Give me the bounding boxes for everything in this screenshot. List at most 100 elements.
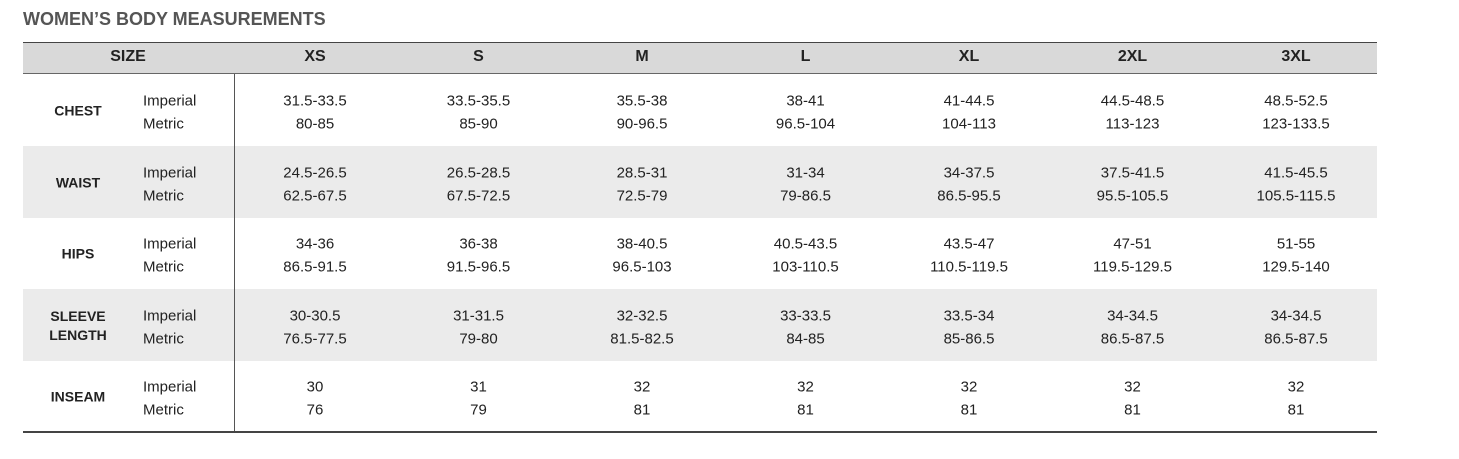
imperial-value: 33.5-35.5 (446, 92, 511, 110)
metric-value: 95.5-105.5 (1096, 187, 1169, 205)
row-band (23, 145, 1377, 218)
imperial-value: 37.5-41.5 (1100, 164, 1165, 182)
imperial-value: 32 (960, 378, 978, 396)
row-label: HIPS (61, 245, 95, 262)
metric-value: 67.5-72.5 (446, 187, 511, 205)
metric-value: 96.5-104 (775, 115, 836, 133)
imperial-value: 47-51 (1113, 235, 1152, 253)
imperial-value: 31-34 (786, 164, 825, 182)
metric-value: 123-133.5 (1262, 115, 1330, 133)
metric-value: 85-90 (459, 115, 498, 133)
bottom-rule (23, 431, 1377, 433)
imperial-value: 34-34.5 (1270, 307, 1322, 325)
row-label: CHEST (54, 102, 102, 119)
imperial-value: 32-32.5 (616, 307, 668, 325)
imperial-value: 30-30.5 (289, 307, 341, 325)
unit-label: Metric (143, 115, 184, 133)
size-label: XS (304, 48, 326, 65)
metric-value: 85-86.5 (943, 330, 995, 348)
imperial-value: 44.5-48.5 (1100, 92, 1165, 110)
metric-value: 79 (470, 401, 487, 419)
imperial-value: 31 (470, 378, 487, 396)
row-band (23, 288, 1377, 361)
row-label: WAIST (55, 174, 101, 191)
size-header: SIZE (110, 48, 146, 65)
metric-value: 81 (1124, 401, 1141, 419)
imperial-value: 32 (1287, 378, 1305, 396)
unit-label: Metric (143, 401, 184, 419)
size-label: 2XL (1117, 48, 1148, 65)
divider (234, 74, 235, 432)
metric-value: 79-80 (459, 330, 498, 348)
imperial-value: 30 (306, 378, 324, 396)
size-label: XL (958, 48, 980, 65)
header-row (23, 42, 1377, 74)
imperial-value: 33.5-34 (943, 307, 995, 325)
metric-value: 86.5-91.5 (283, 258, 347, 276)
unit-label: Metric (143, 187, 184, 205)
imperial-value: 41.5-45.5 (1264, 164, 1328, 182)
imperial-value: 32 (633, 378, 651, 396)
imperial-value: 40.5-43.5 (773, 235, 838, 253)
imperial-value: 31-31.5 (453, 307, 504, 325)
metric-value: 104-113 (942, 115, 996, 133)
metric-value: 129.5-140 (1262, 258, 1330, 276)
imperial-value: 38-41 (786, 92, 825, 110)
metric-value: 86.5-87.5 (1100, 330, 1165, 348)
unit-label: Imperial (143, 378, 197, 396)
unit-label: Imperial (143, 235, 197, 253)
imperial-value: 32 (1124, 378, 1141, 396)
size-label: 3XL (1281, 48, 1311, 65)
unit-label: Imperial (143, 92, 197, 110)
imperial-value: 24.5-26.5 (283, 164, 347, 182)
metric-value: 90-96.5 (616, 115, 668, 133)
metric-value: 84-85 (786, 330, 825, 348)
metric-value: 113-123 (1105, 115, 1160, 133)
metric-value: 119.5-129.5 (1093, 258, 1172, 276)
row-label: INSEAM (50, 388, 106, 405)
metric-value: 103-110.5 (772, 258, 839, 276)
imperial-value: 26.5-28.5 (446, 164, 511, 182)
title: WOMEN’S BODY MEASUREMENTS (23, 9, 326, 29)
metric-value: 76 (306, 401, 324, 419)
imperial-value: 36-38 (459, 235, 498, 253)
imperial-value: 34-34.5 (1107, 307, 1158, 325)
metric-value: 81 (633, 401, 651, 419)
unit-label: Imperial (143, 307, 197, 325)
metric-value: 81 (960, 401, 978, 419)
imperial-value: 28.5-31 (616, 164, 668, 182)
metric-value: 81.5-82.5 (610, 330, 674, 348)
size-label: L (800, 48, 811, 65)
unit-label: Metric (143, 330, 184, 348)
imperial-value: 34-36 (295, 235, 335, 253)
metric-value: 76.5-77.5 (283, 330, 347, 348)
metric-value: 72.5-79 (616, 187, 668, 205)
imperial-value: 31.5-33.5 (283, 92, 347, 110)
metric-value: 91.5-96.5 (446, 258, 511, 276)
metric-value: 62.5-67.5 (283, 187, 347, 205)
metric-value: 79-86.5 (780, 187, 831, 205)
imperial-value: 51-55 (1276, 235, 1316, 253)
imperial-value: 41-44.5 (943, 92, 995, 110)
metric-value: 80-85 (295, 115, 335, 133)
imperial-value: 35.5-38 (616, 92, 668, 110)
metric-value: 86.5-95.5 (937, 187, 1001, 205)
metric-value: 81 (797, 401, 814, 419)
row-label: SLEEVE LENGTH (49, 307, 107, 343)
imperial-value: 38-40.5 (616, 235, 668, 253)
imperial-value: 33-33.5 (780, 307, 831, 325)
size-label: S (473, 48, 484, 65)
unit-label: Imperial (143, 164, 197, 182)
metric-value: 96.5-103 (612, 258, 672, 276)
metric-value: 110.5-119.5 (930, 258, 1008, 276)
imperial-value: 32 (797, 378, 814, 396)
metric-value: 86.5-87.5 (1264, 330, 1328, 348)
size-label: M (635, 48, 649, 65)
metric-value: 105.5-115.5 (1256, 187, 1336, 205)
imperial-value: 43.5-47 (943, 235, 995, 253)
imperial-value: 34-37.5 (943, 164, 995, 182)
unit-label: Metric (143, 258, 184, 276)
imperial-value: 48.5-52.5 (1264, 92, 1328, 110)
metric-value: 81 (1287, 401, 1305, 419)
